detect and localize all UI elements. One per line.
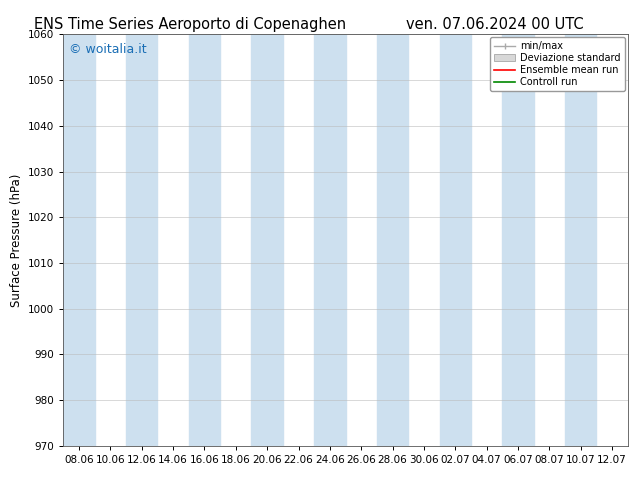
Bar bbox=[565, 34, 597, 446]
Bar bbox=[189, 34, 220, 446]
Bar bbox=[314, 34, 346, 446]
Bar bbox=[63, 34, 94, 446]
Y-axis label: Surface Pressure (hPa): Surface Pressure (hPa) bbox=[10, 173, 23, 307]
Bar bbox=[439, 34, 471, 446]
Legend: min/max, Deviazione standard, Ensemble mean run, Controll run: min/max, Deviazione standard, Ensemble m… bbox=[490, 37, 624, 91]
Text: ENS Time Series Aeroporto di Copenaghen: ENS Time Series Aeroporto di Copenaghen bbox=[34, 17, 346, 32]
Bar bbox=[377, 34, 408, 446]
Text: ven. 07.06.2024 00 UTC: ven. 07.06.2024 00 UTC bbox=[406, 17, 583, 32]
Text: © woitalia.it: © woitalia.it bbox=[69, 43, 146, 55]
Bar bbox=[502, 34, 534, 446]
Bar bbox=[126, 34, 157, 446]
Bar bbox=[252, 34, 283, 446]
